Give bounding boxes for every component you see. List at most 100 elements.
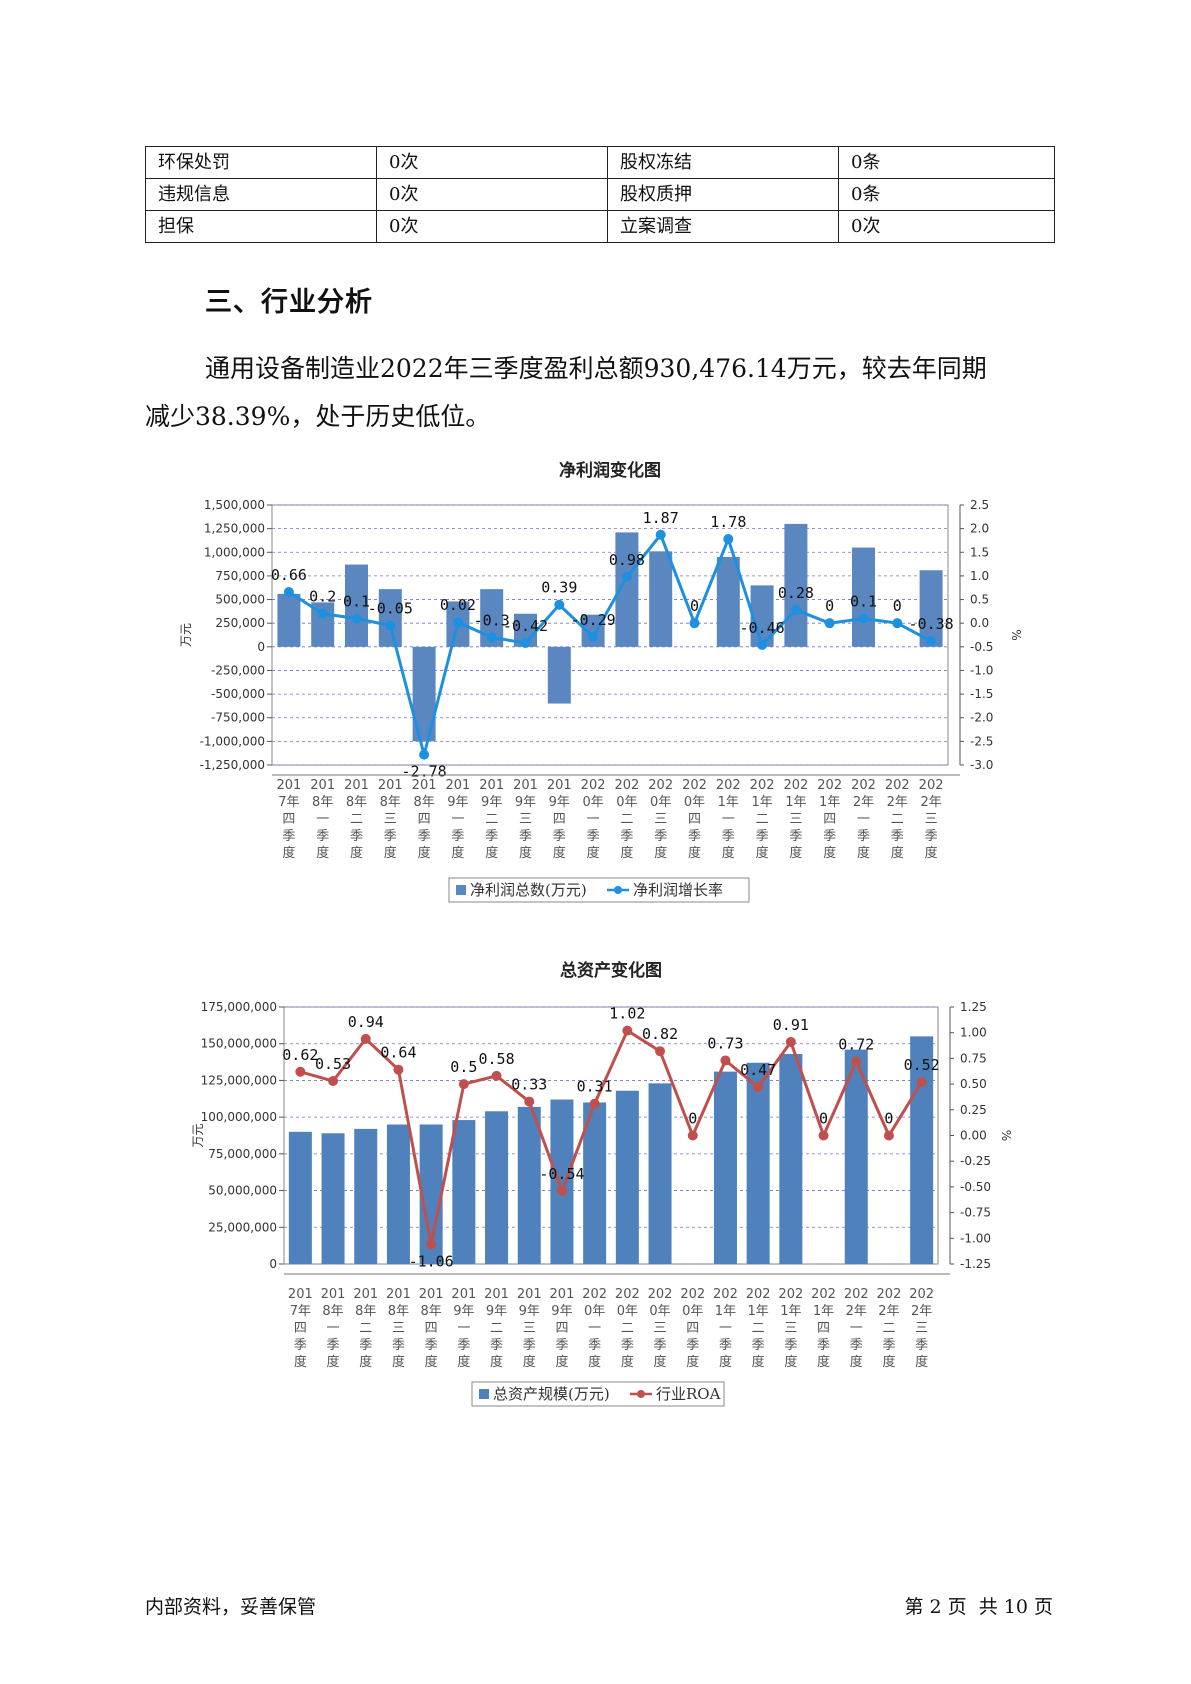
- x-tick-label: 202: [716, 778, 741, 793]
- x-tick-label: 四: [688, 812, 701, 827]
- data-label: 0.1: [343, 592, 370, 610]
- data-label: 0.28: [778, 584, 814, 602]
- x-tick-label: 三: [523, 1321, 536, 1336]
- line-point: [655, 529, 666, 540]
- paragraph-line-1: 通用设备制造业2022年三季度盈利总额930,476.14万元，较去年同期: [205, 354, 987, 383]
- x-tick-label: 2年: [920, 795, 941, 810]
- legend: 总资产规模(万元) 行业ROA: [471, 1381, 725, 1407]
- bar: [779, 1053, 803, 1264]
- x-tick-label: 度: [425, 1354, 438, 1370]
- risk-value: 0条: [838, 146, 1055, 179]
- bar: [648, 1083, 672, 1264]
- y2-tick-label: 2.0: [970, 522, 989, 536]
- x-tick-label: 1年: [715, 1304, 736, 1319]
- x-tick-label: 二: [350, 812, 363, 827]
- x-tick-label: 2年: [846, 1304, 867, 1319]
- bar: [844, 1049, 868, 1264]
- x-tick-label: 季: [384, 829, 397, 844]
- x-tick-label: 度: [925, 845, 938, 861]
- risk-label: 违规信息: [145, 178, 377, 211]
- data-label: -0.29: [571, 611, 616, 629]
- x-tick-label: 202: [648, 778, 673, 793]
- x-tick-label: 一: [719, 1321, 732, 1336]
- y2-tick-label: -1.0: [970, 663, 993, 677]
- data-label: 0.91: [773, 1016, 809, 1034]
- x-tick-label: 1年: [780, 1304, 801, 1319]
- data-label: 0.2: [309, 588, 336, 606]
- bar: [746, 1062, 770, 1264]
- x-tick-label: 度: [752, 1354, 765, 1370]
- x-tick-label: 202: [909, 1287, 934, 1302]
- data-label: 0.62: [282, 1046, 318, 1064]
- line-point: [916, 1077, 927, 1088]
- x-tick-label: 度: [722, 845, 735, 861]
- data-label: 1.78: [710, 513, 746, 531]
- bar: [378, 589, 402, 647]
- x-tick-label: 度: [392, 1354, 405, 1370]
- x-tick-label: 三: [392, 1321, 405, 1336]
- data-label: 0.66: [271, 566, 307, 584]
- bar: [716, 557, 740, 647]
- x-tick-label: 201: [276, 778, 301, 793]
- x-tick-label: 202: [750, 778, 775, 793]
- data-label: 0.39: [541, 579, 577, 597]
- x-tick-label: 9年: [549, 795, 570, 810]
- risk-value: 0次: [376, 146, 608, 179]
- data-label: 0.58: [478, 1050, 514, 1068]
- line-point: [622, 1025, 633, 1036]
- chart-title: 总资产变化图: [560, 960, 662, 981]
- line-point: [824, 618, 835, 629]
- bar: [615, 1090, 639, 1264]
- data-label: -1.06: [409, 1252, 454, 1270]
- bar: [581, 614, 605, 647]
- x-tick-label: 1年: [751, 795, 772, 810]
- y2-tick-label: 0.75: [960, 1051, 987, 1065]
- x-tick-label: 度: [620, 845, 633, 861]
- bar: [321, 1133, 345, 1264]
- x-tick-label: 季: [523, 1338, 536, 1353]
- x-tick-label: 三: [519, 812, 532, 827]
- data-label: 0: [884, 1110, 893, 1128]
- x-tick-label: 季: [392, 1338, 405, 1353]
- y-tick-label: 1,500,000: [204, 498, 265, 512]
- y2-tick-label: -2.0: [970, 711, 993, 725]
- x-tick-label: 四: [686, 1321, 699, 1336]
- y2-tick-label: -0.75: [960, 1206, 991, 1220]
- risk-value: 0次: [376, 178, 608, 211]
- x-tick-label: 度: [882, 1354, 895, 1370]
- x-tick-label: 9年: [486, 1304, 507, 1319]
- bar: [386, 1124, 410, 1264]
- line-point: [753, 1082, 764, 1093]
- bar: [419, 1124, 443, 1264]
- x-tick-label: 度: [523, 1354, 536, 1370]
- x-tick-label: 度: [316, 845, 329, 861]
- x-tick-label: 季: [857, 829, 870, 844]
- data-label: 0.02: [440, 596, 476, 614]
- x-tick-label: 季: [850, 1338, 863, 1353]
- x-tick-label: 202: [682, 778, 707, 793]
- data-label: -0.3: [474, 611, 510, 629]
- y-tick-label: 150,000,000: [201, 1037, 277, 1051]
- line-point: [486, 632, 497, 643]
- x-tick-label: 0年: [582, 795, 603, 810]
- x-tick-label: 202: [648, 1287, 673, 1302]
- line-point: [790, 604, 801, 615]
- line-point: [720, 1055, 731, 1066]
- x-tick-label: 202: [778, 1287, 803, 1302]
- data-label: -0.38: [909, 615, 954, 633]
- x-tick-label: 四: [282, 812, 295, 827]
- bar: [649, 551, 673, 647]
- x-tick-label: 201: [378, 778, 403, 793]
- y2-tick-label: -0.50: [960, 1180, 991, 1194]
- x-tick-label: 季: [823, 829, 836, 844]
- x-tick-label: 1年: [813, 1304, 834, 1319]
- x-tick-label: 9年: [519, 1304, 540, 1319]
- x-tick-label: 度: [451, 845, 464, 861]
- risk-table-row: 环保处罚 0次 股权冻结 0条: [145, 146, 1055, 179]
- line-point: [452, 617, 463, 628]
- data-label: -0.05: [368, 600, 413, 618]
- x-tick-label: 季: [282, 829, 295, 844]
- risk-label: 股权质押: [607, 178, 839, 211]
- data-label: 0.82: [642, 1025, 678, 1043]
- x-tick-label: 四: [817, 1321, 830, 1336]
